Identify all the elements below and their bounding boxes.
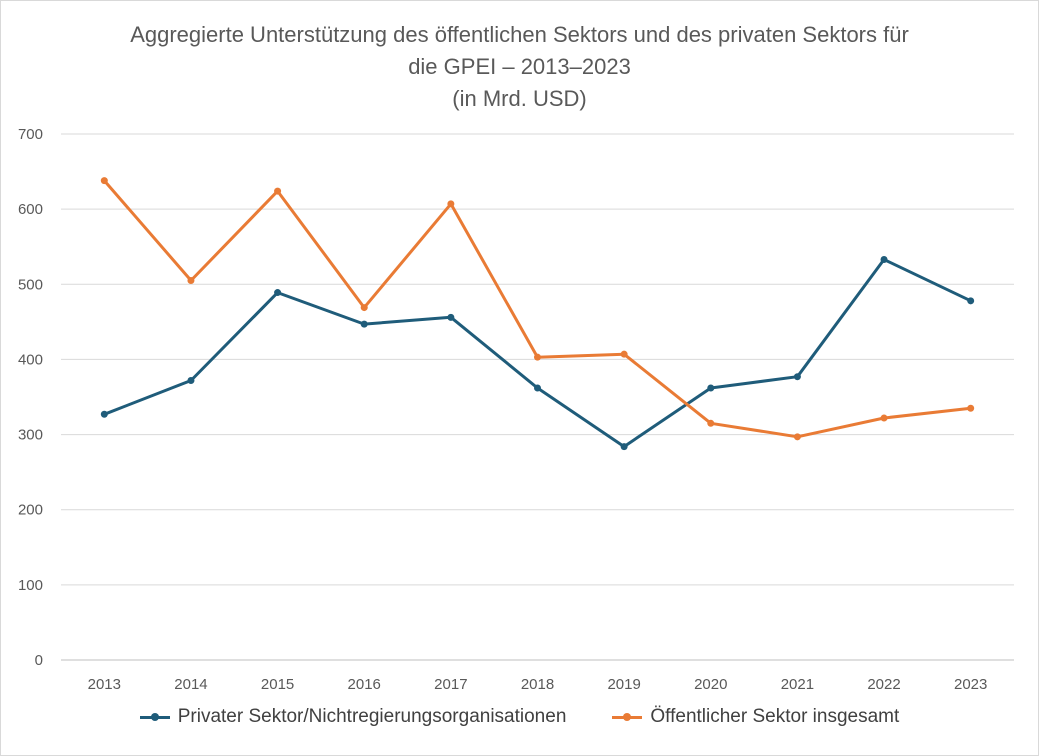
x-tick-label: 2022	[867, 676, 900, 693]
data-point	[967, 404, 975, 412]
gridlines	[61, 133, 1014, 661]
data-point	[793, 433, 801, 441]
chart-title-line-1: Aggregierte Unterstützung des öffentlich…	[130, 22, 909, 47]
data-point	[707, 384, 715, 392]
data-point	[534, 353, 541, 361]
series-line	[102, 179, 973, 439]
chart-title-line-3: (in Mrd. USD)	[452, 86, 587, 111]
data-point	[793, 373, 801, 381]
data-point	[880, 255, 888, 263]
data-point	[274, 187, 282, 195]
x-tick-label: 2020	[694, 676, 727, 693]
y-tick-label: 100	[18, 577, 43, 594]
y-tick-label: 200	[18, 502, 43, 519]
y-tick-label: 0	[35, 652, 43, 669]
legend-swatch	[139, 711, 170, 723]
series-2	[100, 177, 975, 441]
x-tick-label: 2023	[954, 676, 987, 693]
data-point	[360, 304, 368, 312]
legend-item: Privater Sektor/Nichtregierungsorganisat…	[139, 706, 567, 728]
x-tick-label: 2021	[781, 676, 814, 693]
legend-item: Öffentlicher Sektor insgesamt	[612, 706, 899, 728]
y-tick-label: 300	[18, 427, 43, 444]
data-point	[880, 414, 888, 422]
chart-title-line-2: die GPEI – 2013–2023	[408, 54, 631, 79]
data-series	[100, 177, 975, 451]
data-point	[620, 443, 628, 451]
y-tick-label: 400	[18, 351, 43, 368]
x-axis-tick-labels: 2013 2014 2015 2016 2017 2018 2019 2020 2021 2022…	[88, 676, 988, 693]
x-tick-label: 2017	[434, 676, 467, 693]
data-point	[187, 376, 195, 384]
data-point	[100, 177, 108, 185]
x-tick-label: 2014	[174, 676, 207, 693]
data-point	[360, 320, 368, 328]
data-point	[100, 410, 108, 418]
x-tick-label: 2015	[261, 676, 294, 693]
y-tick-label: 700	[18, 126, 43, 143]
legend-swatch	[612, 711, 643, 723]
x-tick-label: 2016	[348, 676, 381, 693]
data-point	[707, 419, 715, 427]
x-tick-label: 2019	[607, 676, 640, 693]
y-tick-label: 500	[18, 276, 43, 293]
y-axis-tick-labels: 0 100 200 300 400 500 600 700	[18, 126, 43, 669]
data-point	[620, 350, 628, 358]
legend-label: Privater Sektor/Nichtregierungsorganisat…	[177, 706, 567, 727]
data-point	[534, 384, 541, 392]
chart-title: Aggregierte Unterstützung des öffentlich…	[1, 19, 1038, 115]
chart-legend: Privater Sektor/Nichtregierungsorganisat…	[1, 706, 1038, 728]
series-line	[102, 258, 973, 449]
data-point	[187, 277, 195, 285]
y-tick-label: 600	[18, 201, 43, 218]
data-point	[967, 297, 975, 305]
series-1	[100, 255, 975, 451]
data-point	[447, 200, 455, 208]
data-point	[447, 313, 455, 321]
x-tick-label: 2018	[521, 676, 554, 693]
data-point	[274, 289, 282, 297]
legend-label: Öffentlicher Sektor insgesamt	[650, 706, 900, 727]
x-tick-label: 2013	[88, 676, 121, 693]
